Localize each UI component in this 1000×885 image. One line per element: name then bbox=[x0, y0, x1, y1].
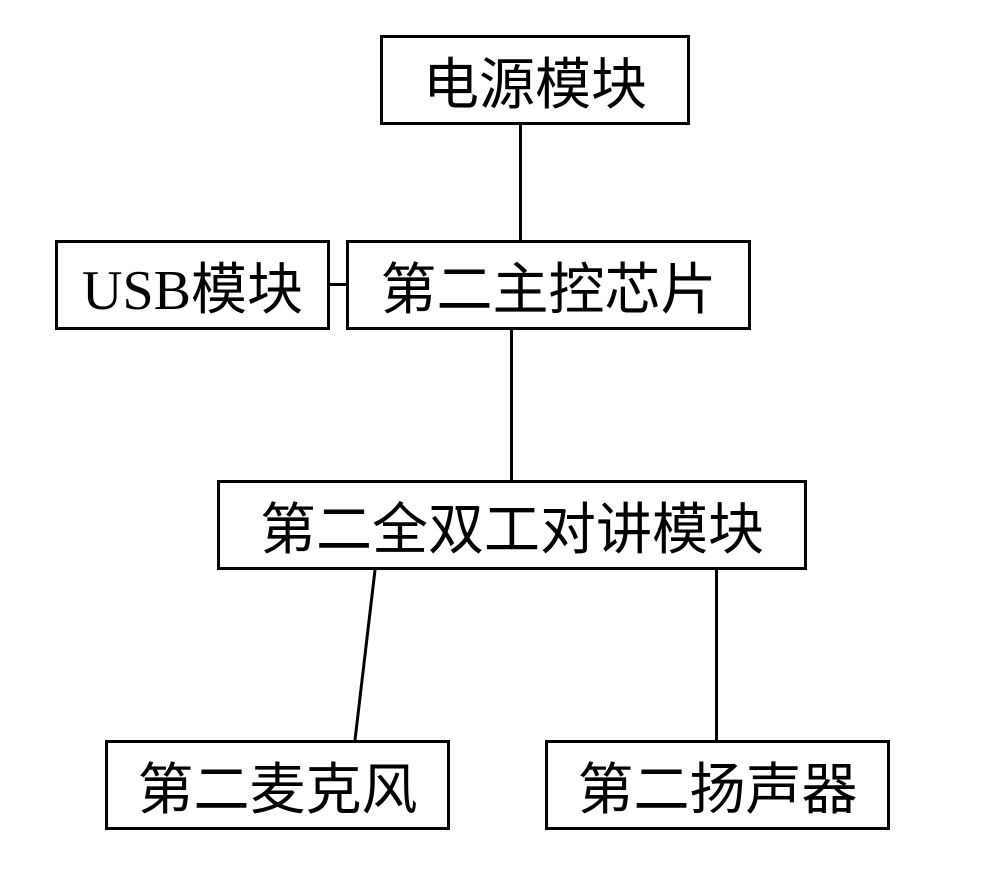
node-power: 电源模块 bbox=[380, 35, 690, 125]
edge-power-chip bbox=[519, 125, 522, 240]
node-speaker-label: 第二扬声器 bbox=[578, 745, 858, 826]
node-usb-label: USB模块 bbox=[82, 245, 303, 326]
edge-duplex-speaker bbox=[715, 570, 718, 740]
node-power-label: 电源模块 bbox=[423, 40, 647, 121]
node-duplex: 第二全双工对讲模块 bbox=[217, 480, 807, 570]
node-mic: 第二麦克风 bbox=[105, 740, 450, 830]
edge-usb-chip bbox=[330, 283, 346, 286]
node-chip: 第二主控芯片 bbox=[346, 240, 751, 330]
node-usb: USB模块 bbox=[55, 240, 330, 330]
node-chip-label: 第二主控芯片 bbox=[381, 245, 717, 326]
node-speaker: 第二扬声器 bbox=[545, 740, 890, 830]
node-mic-label: 第二麦克风 bbox=[138, 745, 418, 826]
edge-chip-duplex bbox=[510, 330, 513, 480]
node-duplex-label: 第二全双工对讲模块 bbox=[260, 485, 764, 566]
